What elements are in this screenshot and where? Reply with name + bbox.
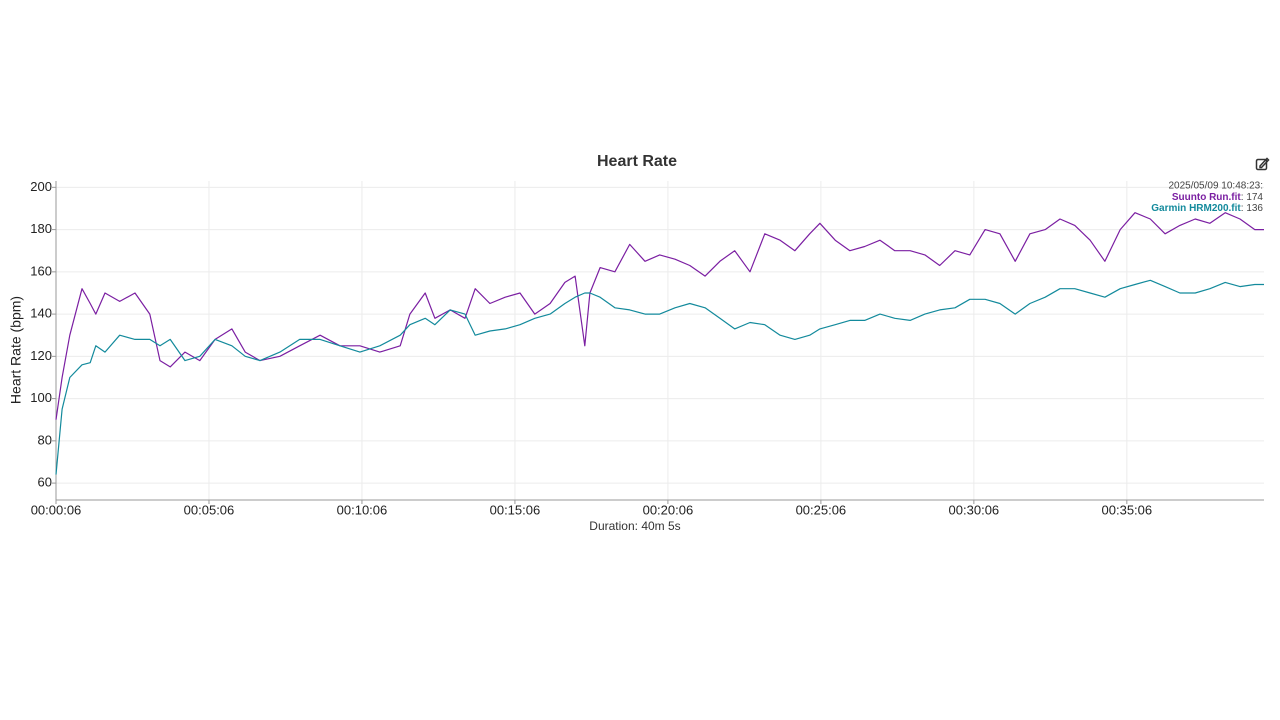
series-line	[55, 279, 1264, 475]
tooltip-value: 174	[1246, 192, 1263, 203]
y-tick-label: 120	[30, 348, 52, 363]
tooltip-value: 136	[1246, 203, 1263, 214]
edit-icon-pen	[1259, 157, 1270, 169]
tooltip-series-name: Suunto Run.fit	[1172, 192, 1242, 203]
x-axis-label: Duration: 40m 5s	[589, 519, 680, 533]
x-tick-label: 00:30:06	[949, 502, 1000, 517]
x-tick-label: 00:05:06	[184, 502, 235, 517]
edit-icon[interactable]	[1255, 157, 1270, 171]
x-tick-label: 00:25:06	[796, 502, 847, 517]
y-tick-label: 200	[30, 179, 52, 194]
tooltip-separator: :	[1241, 192, 1247, 203]
tooltip-entry: Garmin HRM200.fit: 136	[1151, 203, 1263, 214]
series-line	[55, 212, 1264, 420]
y-tick-label: 100	[30, 390, 52, 405]
tooltip-series-name: Garmin HRM200.fit	[1151, 203, 1241, 214]
y-axis-label: Heart Rate (bpm)	[8, 296, 24, 404]
x-tick-label: 00:10:06	[337, 502, 388, 517]
y-tick-label: 140	[30, 306, 52, 321]
x-tick-label: 00:00:06	[31, 502, 82, 517]
y-tick-label: 80	[38, 432, 52, 447]
x-tick-label: 00:35:06	[1102, 502, 1153, 517]
y-tick-label: 160	[30, 263, 52, 278]
chart-title: Heart Rate	[597, 153, 677, 170]
x-tick-label: 00:15:06	[490, 502, 541, 517]
edit-icon-box	[1255, 158, 1268, 171]
y-tick-label: 60	[38, 475, 52, 490]
tooltip-entry: Suunto Run.fit: 174	[1172, 192, 1264, 203]
x-tick-label: 00:20:06	[643, 502, 694, 517]
tooltip-separator: :	[1241, 203, 1247, 214]
tooltip-time: 2025/05/09 10:48:23:	[1168, 181, 1263, 192]
y-tick-label: 180	[30, 221, 52, 236]
